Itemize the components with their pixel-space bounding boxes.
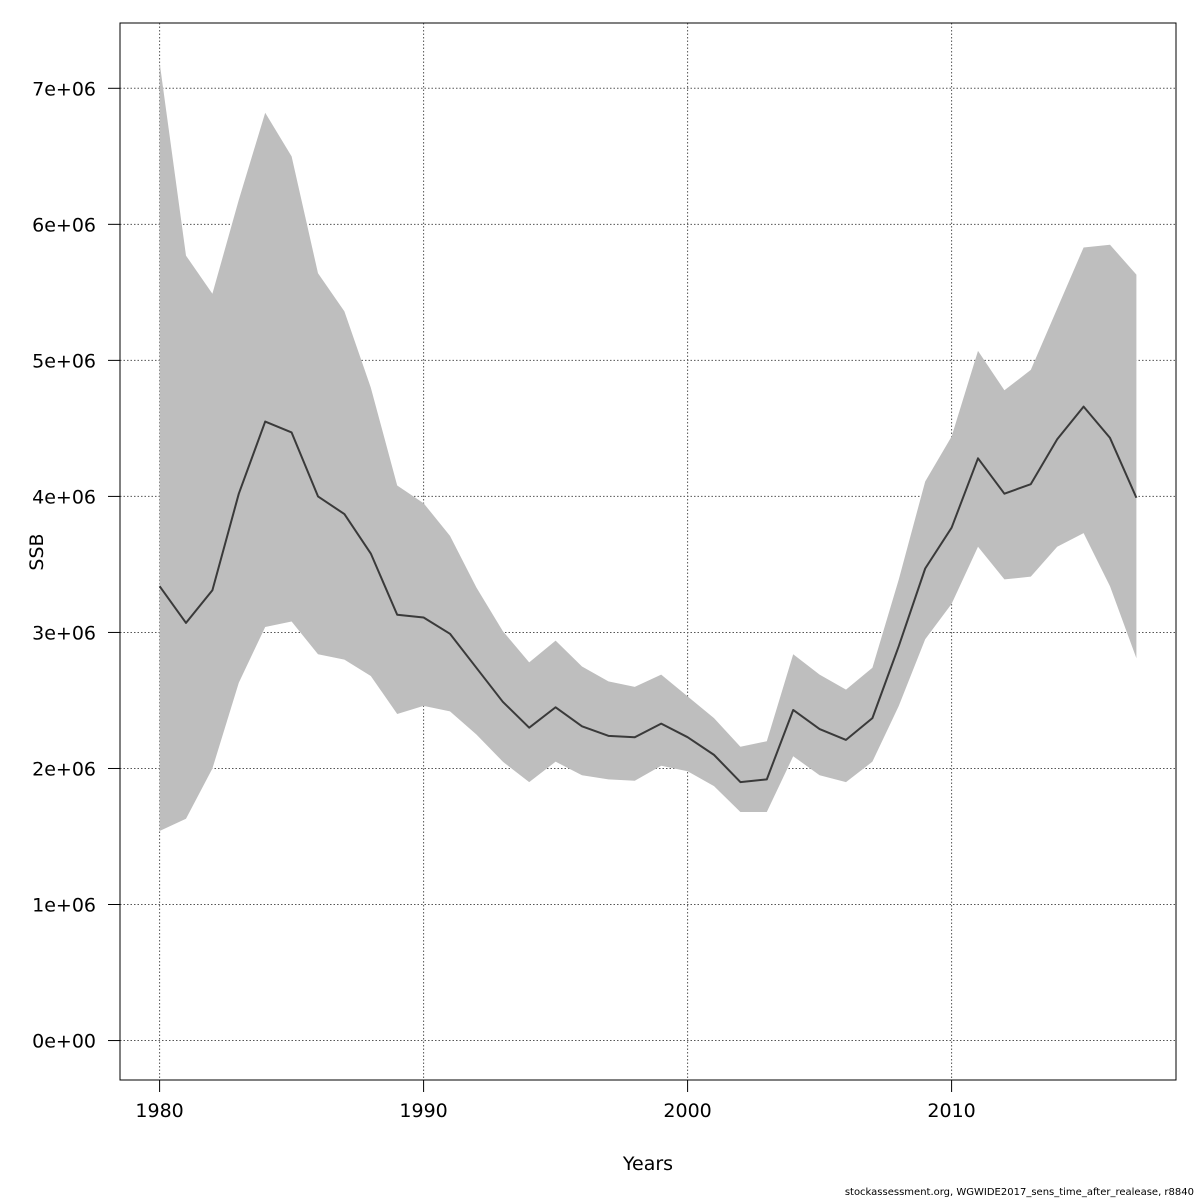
footnote: stockassessment.org, WGWIDE2017_sens_tim… (844, 1187, 1194, 1198)
y-tick-label: 7e+06 (32, 78, 96, 100)
y-tick-label: 2e+06 (32, 758, 96, 780)
y-axis: 0e+00 1e+06 2e+06 3e+06 4e+06 5e+06 6e+06 7e+06 (32, 78, 121, 1053)
y-tick-label: 3e+06 (32, 622, 96, 644)
ssb-line (158, 405, 1138, 784)
y-tick-label: 0e+00 (32, 1031, 96, 1053)
y-tick-label: 6e+06 (32, 214, 96, 236)
y-tick-label: 4e+06 (32, 486, 96, 508)
y-tick-label: 1e+06 (32, 895, 96, 917)
confidence-band-area (159, 62, 1137, 832)
x-axis-title: Years (622, 1153, 673, 1175)
x-tick-label: 2010 (927, 1100, 975, 1122)
x-axis: 1980 1990 2000 2010 (135, 1079, 976, 1122)
y-axis-title: SSB (26, 533, 48, 570)
confidence-band (159, 62, 1137, 832)
x-tick-label: 1980 (135, 1100, 183, 1122)
ssb-series-line (158, 405, 1138, 784)
x-tick-label: 2000 (663, 1100, 711, 1122)
x-tick-label: 1990 (399, 1100, 447, 1122)
y-tick-label: 5e+06 (32, 350, 96, 372)
